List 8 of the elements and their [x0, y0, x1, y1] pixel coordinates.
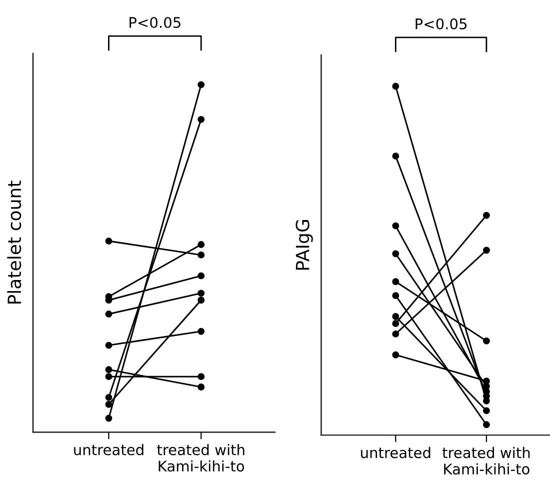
x-tick-label: treated with Kami-kihi-to [442, 446, 530, 475]
y-axis-title: PAIgG [296, 220, 313, 270]
text: P<0.05 [130, 16, 180, 28]
y-axis-title: Platelet count [7, 180, 22, 304]
x-tick-label: treated with Kami-kihi-to [157, 444, 244, 472]
x-tick-label: untreated [361, 446, 430, 458]
x-tick-label: untreated [74, 444, 144, 456]
text: P<0.05 [416, 18, 467, 30]
